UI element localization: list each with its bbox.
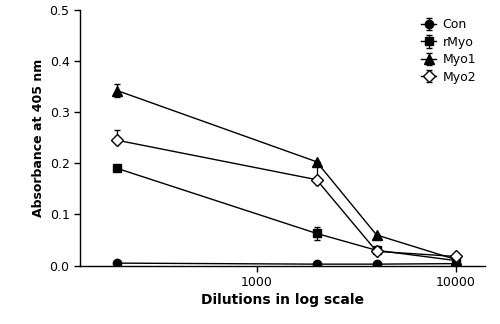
Y-axis label: Absorbance at 405 nm: Absorbance at 405 nm — [32, 59, 46, 217]
X-axis label: Dilutions in log scale: Dilutions in log scale — [201, 293, 364, 307]
Legend: Con, rMyo, Myo1, Myo2: Con, rMyo, Myo1, Myo2 — [419, 16, 479, 86]
